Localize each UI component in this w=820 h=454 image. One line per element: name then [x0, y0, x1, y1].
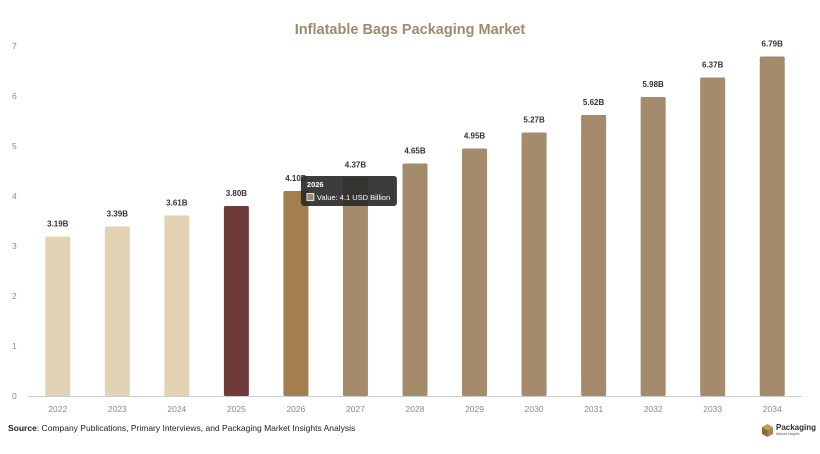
- tooltip-swatch: [306, 193, 315, 201]
- bar: [164, 215, 190, 396]
- logo-name: Packaging: [776, 422, 817, 432]
- bar: [521, 132, 547, 396]
- bar-value-label: 4.95B: [464, 132, 486, 141]
- bar-value-label: 4.65B: [404, 147, 426, 156]
- x-tick-label: 2030: [525, 404, 544, 414]
- bar: [283, 191, 309, 396]
- chart-title: Inflatable Bags Packaging Market: [295, 22, 526, 38]
- x-tick-label: 2026: [286, 404, 305, 414]
- bar: [45, 236, 71, 396]
- bar-value-label: 3.61B: [166, 199, 188, 208]
- bar: [342, 177, 368, 396]
- y-tick-label: 5: [12, 141, 17, 151]
- x-tick-label: 2031: [584, 404, 603, 414]
- x-tick-label: 2033: [703, 404, 722, 414]
- logo-subtitle: Market Insights: [776, 431, 800, 436]
- x-tick-label: 2027: [346, 404, 365, 414]
- source-text: : Company Publications, Primary Intervie…: [36, 423, 356, 433]
- bar-value-label: 6.37B: [702, 61, 724, 70]
- bar: [462, 148, 488, 396]
- y-tick-label: 2: [12, 291, 17, 301]
- y-tick-label: 4: [12, 191, 17, 201]
- bar: [700, 77, 726, 396]
- source-label: Source: [8, 423, 37, 433]
- y-tick-label: 0: [12, 391, 17, 401]
- x-tick-label: 2032: [644, 404, 663, 414]
- x-tick-label: 2022: [48, 404, 67, 414]
- y-tick-label: 3: [12, 241, 17, 251]
- x-tick-label: 2029: [465, 404, 484, 414]
- bar: [104, 226, 130, 396]
- bar-value-label: 3.80B: [226, 189, 248, 198]
- x-tick-label: 2028: [406, 404, 425, 414]
- box-icon: [762, 423, 773, 437]
- bar-value-label: 4.37B: [345, 161, 367, 170]
- x-tick-label: 2023: [108, 404, 127, 414]
- bar-value-label: 5.98B: [642, 80, 664, 89]
- tooltip-text: Value: 4.1 USD Billion: [317, 193, 390, 202]
- tooltip-title: 2026: [307, 180, 324, 189]
- y-tick-label: 7: [12, 41, 17, 51]
- x-tick-label: 2034: [763, 404, 782, 414]
- bar: [402, 163, 428, 396]
- bar: [640, 97, 666, 396]
- y-tick-label: 6: [12, 91, 17, 101]
- bar-value-label: 6.79B: [762, 40, 784, 49]
- bar: [223, 206, 249, 396]
- brand-logo: Packaging Market Insights: [762, 421, 820, 439]
- bar-value-label: 4.10B: [285, 174, 307, 183]
- bar: [581, 115, 607, 396]
- bar-value-label: 3.39B: [107, 210, 129, 219]
- bar-value-label: 5.62B: [583, 98, 605, 107]
- x-tick-label: 2024: [167, 404, 186, 414]
- tooltip-box: [300, 176, 397, 206]
- bar-value-label: 3.19B: [47, 220, 69, 229]
- y-tick-label: 1: [12, 341, 17, 351]
- x-tick-label: 2025: [227, 404, 246, 414]
- source-note: Source: Company Publications, Primary In…: [8, 423, 355, 433]
- bar: [759, 56, 785, 396]
- bar-value-label: 5.27B: [523, 116, 545, 125]
